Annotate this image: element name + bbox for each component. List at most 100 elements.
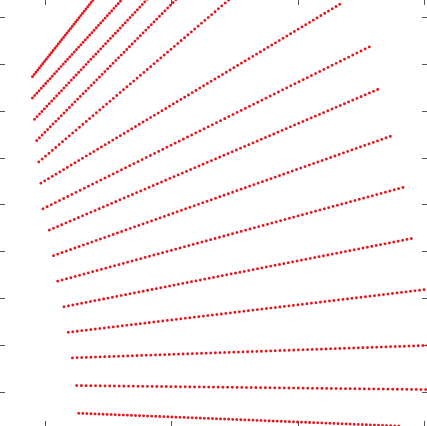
data-point	[264, 349, 268, 353]
data-point	[82, 9, 86, 13]
data-point	[317, 255, 321, 259]
data-point	[81, 411, 85, 415]
data-point	[101, 44, 105, 48]
data-point	[119, 294, 123, 297]
data-point	[285, 86, 289, 90]
data-point	[77, 16, 81, 20]
data-point	[111, 61, 115, 65]
data-point	[141, 120, 145, 124]
series-11	[62, 237, 413, 309]
data-point	[206, 16, 210, 19]
data-point	[120, 230, 124, 233]
data-point	[138, 322, 142, 326]
data-point	[326, 65, 330, 69]
data-point	[140, 354, 144, 357]
data-point	[134, 258, 138, 262]
data-point	[301, 348, 305, 352]
data-point	[367, 387, 371, 391]
data-point	[304, 23, 308, 27]
data-point	[202, 416, 206, 420]
data-point	[347, 55, 351, 59]
data-point	[113, 264, 116, 268]
data-point	[251, 418, 255, 422]
data-point	[217, 7, 220, 11]
data-point	[159, 56, 163, 60]
data-point	[186, 352, 190, 356]
data-point	[255, 139, 259, 143]
data-point	[309, 210, 313, 214]
data-point	[213, 351, 217, 355]
data-point	[147, 185, 151, 189]
data-point	[361, 346, 365, 350]
data-point	[68, 55, 72, 59]
data-point	[205, 199, 209, 203]
data-point	[54, 172, 58, 176]
data-point	[130, 354, 134, 358]
data-point	[59, 65, 63, 68]
data-point	[84, 63, 88, 66]
data-point	[75, 48, 78, 51]
data-point	[106, 296, 110, 300]
data-point	[355, 296, 358, 300]
data-point	[116, 324, 120, 328]
data-point	[337, 298, 340, 302]
data-point	[239, 229, 243, 233]
data-point	[348, 387, 352, 391]
data-point	[154, 353, 157, 357]
data-point	[172, 175, 176, 179]
data-point	[234, 148, 238, 152]
data-point	[71, 356, 74, 360]
data-point	[391, 387, 395, 391]
data-point	[149, 116, 153, 119]
data-point	[70, 193, 74, 196]
data-point	[401, 238, 404, 242]
data-point	[239, 108, 243, 112]
data-point	[218, 351, 222, 355]
data-point	[167, 213, 171, 217]
data-point	[281, 36, 285, 40]
data-point	[264, 307, 268, 310]
data-point	[319, 14, 323, 17]
data-point	[289, 32, 293, 36]
data-point	[314, 301, 318, 305]
data-point	[209, 79, 213, 83]
data-point	[93, 299, 97, 303]
data-point	[162, 214, 166, 218]
data-point	[272, 92, 276, 96]
data-point	[310, 74, 313, 77]
data-point	[57, 143, 61, 146]
data-point	[292, 215, 296, 219]
data-point	[283, 420, 287, 423]
data-point	[226, 385, 230, 389]
data-point	[106, 39, 110, 43]
data-point	[153, 152, 156, 155]
data-point	[33, 94, 37, 97]
data-point	[286, 261, 290, 265]
data-point	[209, 351, 213, 355]
data-point	[68, 106, 71, 109]
data-point	[141, 384, 145, 388]
data-point	[170, 318, 174, 322]
data-point	[101, 19, 105, 22]
data-point	[201, 162, 205, 166]
data-point	[194, 88, 198, 92]
data-point	[370, 345, 374, 349]
data-point	[77, 216, 80, 219]
data-point	[153, 113, 156, 117]
data-point	[306, 348, 309, 351]
data-point	[340, 422, 344, 426]
data-point	[69, 163, 73, 167]
data-point	[177, 352, 180, 356]
data-point	[196, 24, 200, 28]
data-point	[50, 99, 54, 103]
data-point	[69, 248, 72, 251]
data-point	[230, 385, 234, 389]
data-point	[286, 171, 290, 174]
data-point	[56, 42, 60, 46]
data-point	[216, 275, 220, 278]
data-point	[136, 160, 140, 164]
data-point	[255, 349, 259, 353]
data-point	[326, 253, 330, 257]
data-point	[293, 30, 296, 33]
data-point	[164, 178, 168, 182]
